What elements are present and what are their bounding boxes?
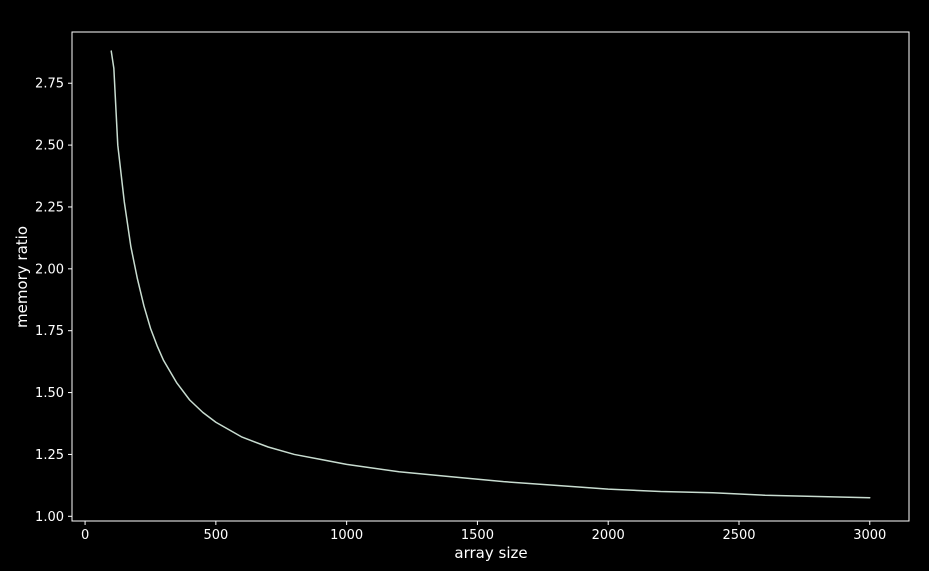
x-tick-label: 500 [203,528,228,543]
y-tick-label: 2.00 [35,262,64,277]
y-tick-label: 1.25 [35,448,64,463]
y-tick-label: 1.50 [35,386,64,401]
x-tick-label: 1500 [461,528,494,543]
y-tick-label: 1.75 [35,324,64,339]
y-axis-title: memory ratio [13,226,31,328]
plot-frame [71,31,910,522]
x-tick-label: 1000 [330,528,363,543]
x-tick-label: 2000 [592,528,625,543]
y-tick-label: 2.25 [35,200,64,215]
y-tick-label: 2.75 [35,77,64,92]
y-tick-label: 1.00 [35,510,64,525]
series-line [110,50,871,499]
y-tick-label: 2.50 [35,139,64,154]
x-axis-title: array size [454,544,527,562]
x-tick-label: 3000 [853,528,886,543]
plot-area: 0 500 1000 1500 2000 2500 3000 1.00 1.25 1.50 1.75… [35,31,910,543]
x-tick-label: 2500 [722,528,755,543]
x-tick-label: 0 [81,528,89,543]
